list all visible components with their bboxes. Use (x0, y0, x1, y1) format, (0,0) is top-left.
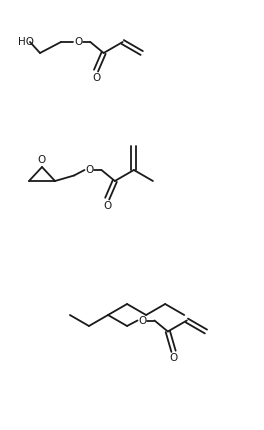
Text: O: O (74, 37, 82, 47)
Text: O: O (38, 155, 46, 165)
Text: O: O (138, 316, 147, 326)
Text: O: O (92, 73, 100, 83)
Text: HO: HO (18, 37, 34, 47)
Text: O: O (85, 165, 94, 175)
Text: O: O (169, 353, 178, 363)
Text: O: O (103, 201, 111, 211)
